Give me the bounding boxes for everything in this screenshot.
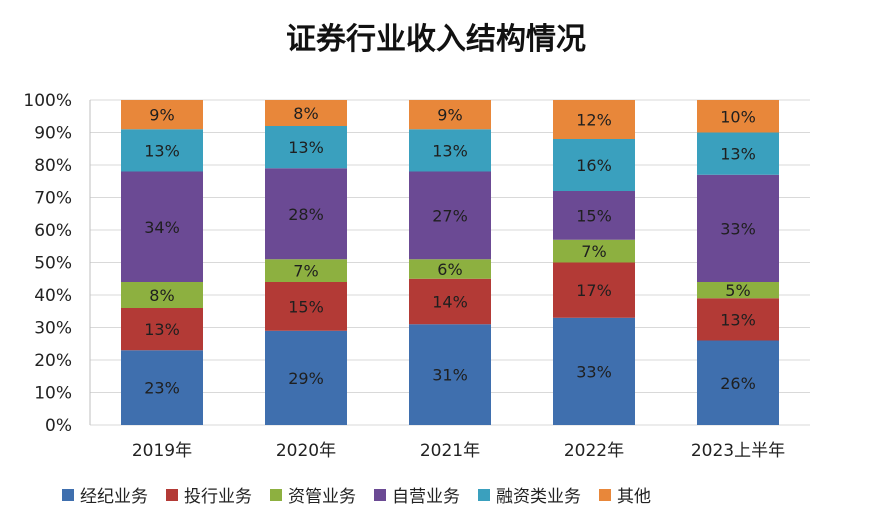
x-tick-label: 2021年 [420,441,480,461]
x-tick-label: 2023上半年 [691,441,785,461]
bar-segment [553,239,635,263]
y-tick-label: 50% [34,254,72,274]
y-tick-label: 0% [45,416,72,436]
data-label: 9% [149,106,174,125]
data-label: 14% [432,293,468,312]
bar-segment [697,282,779,299]
data-label: 7% [581,242,606,261]
data-label: 8% [149,286,174,305]
bar-segment [265,100,347,126]
legend-item: 融资类业务 [478,482,581,507]
bar-segment [121,129,203,172]
x-tick-label: 2022年 [564,441,624,461]
data-label: 26% [720,374,756,393]
data-label: 5% [725,281,750,300]
legend-swatch [478,488,490,501]
data-label: 27% [432,206,468,225]
legend-swatch [374,488,386,501]
bar-segment [409,171,491,260]
bar-segment [409,129,491,172]
legend-label: 其他 [617,487,651,507]
y-tick-label: 90% [34,124,72,144]
bar-segment [697,132,779,175]
legend-swatch [62,488,74,501]
y-tick-label: 60% [34,221,72,241]
x-tick-label: 2020年 [276,441,336,461]
bar-segment [121,100,203,130]
data-label: 15% [576,206,612,225]
bar-segment [697,100,779,133]
y-tick-label: 70% [34,189,72,209]
bar-segment [121,171,203,282]
bar-segment [265,126,347,169]
legend-label: 自营业务 [392,487,460,507]
data-label: 13% [144,320,180,339]
data-label: 31% [432,366,468,385]
bar-segment [409,100,491,130]
data-label: 8% [293,104,318,123]
legend-swatch [599,488,611,501]
data-label: 7% [293,262,318,281]
bar-segment [265,282,347,331]
legend-item: 经纪业务 [62,482,148,507]
y-tick-label: 100% [23,91,72,111]
data-label: 17% [576,281,612,300]
bar-segment [409,278,491,325]
bar-segment [553,317,635,425]
data-label: 13% [144,141,180,160]
bar-segment [697,174,779,282]
data-label: 15% [288,297,324,316]
bar-segment [265,259,347,282]
data-label: 10% [720,107,756,126]
data-label: 13% [720,310,756,329]
data-label: 6% [437,260,462,279]
legend-swatch [270,488,282,501]
bar-segment [697,340,779,425]
bar-segment [121,282,203,308]
bar-segment [409,324,491,425]
y-tick-label: 40% [34,286,72,306]
bar-segment [553,100,635,139]
x-tick-label: 2019年 [132,441,192,461]
data-label: 9% [437,106,462,125]
legend-label: 融资类业务 [496,487,581,507]
bar-segment [265,330,347,425]
data-label: 13% [432,141,468,160]
bar-segment [121,308,203,351]
bar-segment [553,139,635,191]
legend-label: 经纪业务 [80,487,148,507]
legend-label: 投行业务 [184,487,252,507]
bar-segment [553,191,635,240]
legend-item: 自营业务 [374,482,460,507]
data-label: 16% [576,156,612,175]
bar-segment [553,262,635,318]
data-label: 34% [144,218,180,237]
data-label: 29% [288,369,324,388]
chart-title: 证券行业收入结构情况 [286,22,586,57]
data-label: 23% [144,379,180,398]
y-tick-label: 30% [34,319,72,339]
bar-segment [409,259,491,279]
y-tick-label: 80% [34,156,72,176]
data-label: 12% [576,111,612,130]
data-label: 28% [288,205,324,224]
data-label: 13% [288,138,324,157]
y-tick-label: 20% [34,351,72,371]
y-tick-label: 10% [34,384,72,404]
data-label: 13% [720,145,756,164]
legend-item: 其他 [599,482,651,507]
legend: 经纪业务 投行业务 资管业务 自营业务 融资类业务 其他 [62,482,651,507]
bar-segment [697,298,779,341]
legend-label: 资管业务 [288,487,356,507]
data-label: 33% [576,362,612,381]
data-label: 33% [720,219,756,238]
bar-segment [121,350,203,425]
legend-swatch [166,488,178,501]
bar-segment [265,168,347,260]
legend-item: 投行业务 [166,482,252,507]
legend-item: 资管业务 [270,482,356,507]
